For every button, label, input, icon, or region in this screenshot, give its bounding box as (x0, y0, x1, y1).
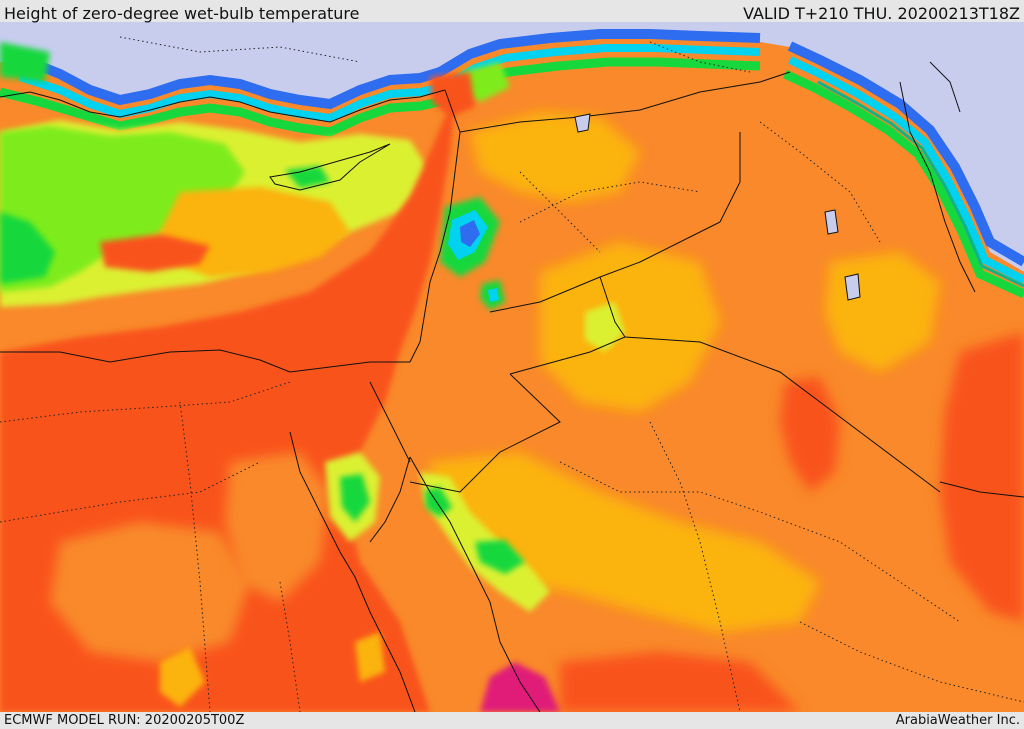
field-gold-syria (470, 112, 640, 202)
field-gold-egypt-spot (160, 647, 205, 707)
field-green-cyprus (285, 166, 330, 188)
field-orange-egypt-patch (50, 522, 250, 662)
credit-label: ArabiaWeather Inc. (895, 713, 1020, 728)
footer-bar: ECMWF MODEL RUN: 20200205T00Z ArabiaWeat… (0, 712, 1024, 729)
field-redorange-saudi-south (560, 652, 800, 712)
field-green-band (0, 57, 1024, 299)
model-run-label: ECMWF MODEL RUN: 20200205T00Z (4, 713, 245, 728)
field-blue-lebanon (460, 220, 480, 247)
coastlines (0, 61, 1024, 712)
field-green-nw (0, 42, 50, 82)
field-cyan-jordan-spot (488, 288, 499, 302)
field-blue-band (28, 29, 1024, 267)
field-gold-egypt-spot2 (355, 632, 385, 682)
field-teal-band (817, 80, 1024, 288)
field-orange-egypt-patch2 (225, 452, 330, 602)
field-green-hejaz2 (475, 540, 525, 574)
field-magenta-sudan (480, 662, 560, 712)
field-gold-arabia-central (430, 452, 820, 632)
map-title: Height of zero-degree wet-bulb temperatu… (4, 4, 360, 23)
field-redorange-east (940, 332, 1024, 622)
field-redorange-west-spot (100, 234, 210, 272)
field-green-sinai (340, 474, 370, 522)
lakes (574, 113, 861, 301)
forecast-map (0, 22, 1024, 712)
field-gold-arabia-north (540, 242, 720, 412)
field-yellow-arabia-spot (585, 302, 625, 352)
province-borders (0, 36, 1024, 712)
field-gold-west (160, 187, 350, 277)
country-borders (369, 71, 976, 493)
field-cyan-band (18, 44, 1024, 284)
field-lime-west (0, 126, 245, 292)
valid-time-label: VALID T+210 THU. 20200213T18Z (743, 4, 1020, 23)
header-bar: Height of zero-degree wet-bulb temperatu… (0, 0, 1024, 23)
field-green-west (0, 212, 55, 284)
field-redorange-turkey (430, 72, 475, 117)
